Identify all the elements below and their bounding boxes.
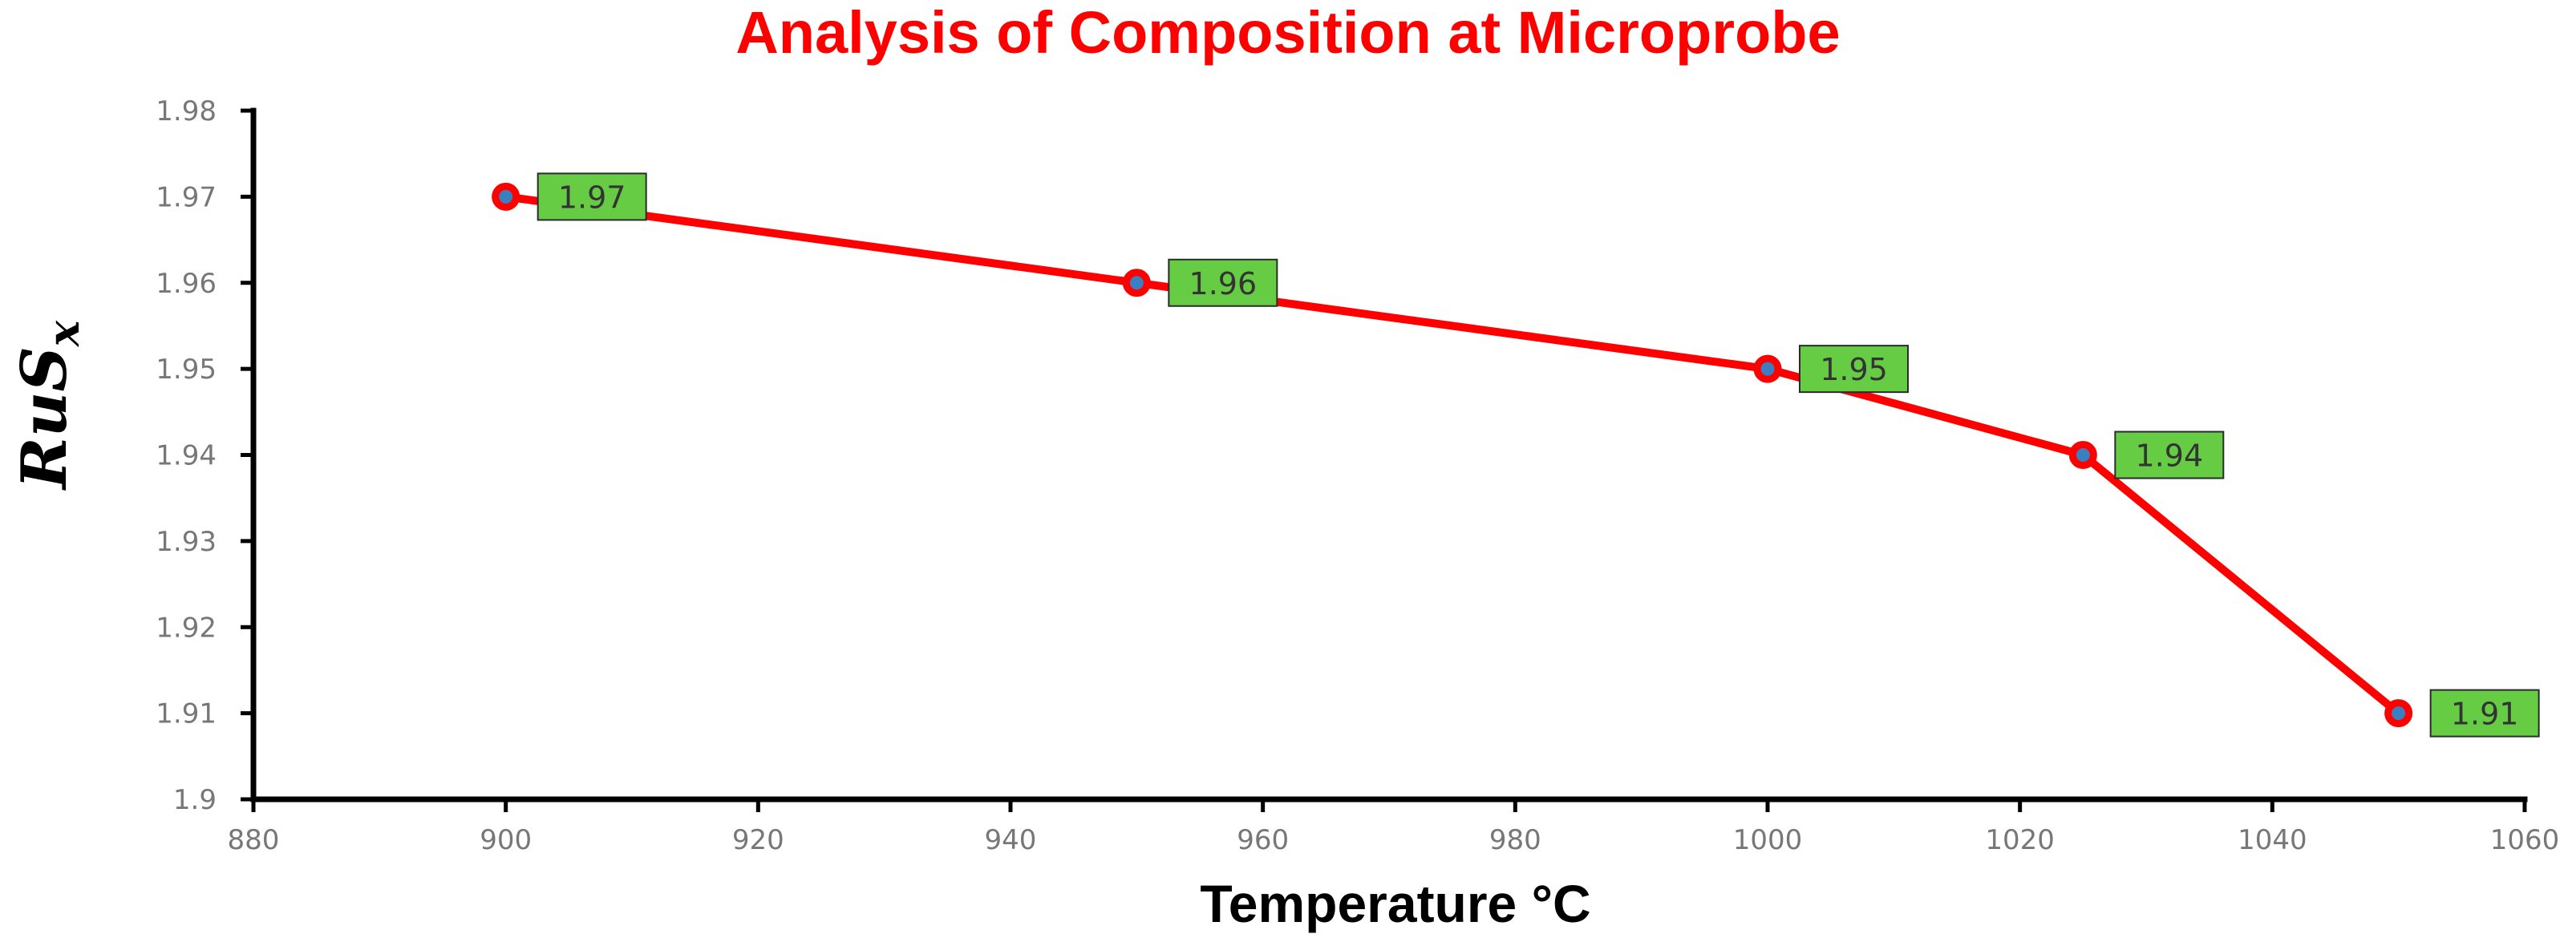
data-label-text: 1.94 bbox=[2136, 439, 2204, 474]
y-axis-label: RuSx bbox=[8, 320, 89, 491]
x-tick-label: 1040 bbox=[2238, 824, 2307, 856]
data-label-box bbox=[2114, 431, 2225, 479]
data-label-text: 1.96 bbox=[1189, 266, 1258, 301]
data-label: 1.96 bbox=[1168, 258, 1278, 307]
data-point-marker bbox=[1122, 269, 1151, 297]
x-axis-label: Temperature °C bbox=[1200, 874, 1590, 933]
data-point-markers bbox=[492, 182, 2413, 728]
data-label: 1.91 bbox=[2429, 689, 2540, 738]
x-tick-label: 1060 bbox=[2490, 824, 2560, 856]
y-tick-label: 1.92 bbox=[156, 612, 217, 644]
data-label-box bbox=[1168, 258, 1278, 307]
data-label: 1.94 bbox=[2114, 431, 2225, 479]
y-tick-label: 1.96 bbox=[156, 268, 217, 300]
data-label-box bbox=[1799, 345, 1909, 394]
data-label-text: 1.97 bbox=[558, 180, 626, 215]
x-tick-label: 880 bbox=[228, 824, 280, 856]
y-axis-ticks: 1.9 1.91 1.92 1.93 1.94 1.95 1.96 1.97 1.98 bbox=[156, 95, 253, 816]
x-tick-label: 900 bbox=[480, 824, 532, 856]
y-tick-label: 1.95 bbox=[156, 354, 217, 386]
data-label-box bbox=[537, 172, 647, 221]
data-labels: 1.97 1.96 1.95 1.94 1.91 bbox=[537, 172, 2540, 738]
y-tick-label: 1.94 bbox=[156, 440, 217, 472]
y-tick-label: 1.9 bbox=[173, 784, 217, 816]
data-label: 1.97 bbox=[537, 172, 647, 221]
x-tick-label: 920 bbox=[732, 824, 784, 856]
y-axis-label-main: RuS bbox=[8, 346, 81, 491]
data-label-box bbox=[2429, 689, 2540, 738]
data-label-text: 1.91 bbox=[2451, 697, 2519, 732]
data-point-marker bbox=[2068, 441, 2097, 469]
data-label: 1.95 bbox=[1799, 345, 1909, 394]
x-axis-ticks: 880 900 920 940 960 980 1000 1020 1040 1060 bbox=[228, 799, 2560, 856]
x-tick-label: 1000 bbox=[1733, 824, 1803, 856]
y-tick-label: 1.91 bbox=[156, 698, 217, 730]
x-tick-label: 960 bbox=[1237, 824, 1289, 856]
data-point-marker bbox=[492, 182, 520, 211]
x-tick-label: 940 bbox=[985, 824, 1037, 856]
data-point-marker bbox=[2384, 699, 2413, 728]
x-tick-label: 980 bbox=[1489, 824, 1541, 856]
y-tick-label: 1.93 bbox=[156, 526, 217, 558]
chart-title: Analysis of Composition at Microprobe bbox=[735, 0, 1840, 66]
data-label-text: 1.95 bbox=[1820, 352, 1888, 387]
y-axis-label-sub: x bbox=[38, 320, 89, 347]
data-point-marker bbox=[1753, 354, 1782, 383]
x-tick-label: 1020 bbox=[1985, 824, 2055, 856]
y-tick-label: 1.97 bbox=[156, 181, 217, 213]
y-tick-label: 1.98 bbox=[156, 95, 217, 127]
